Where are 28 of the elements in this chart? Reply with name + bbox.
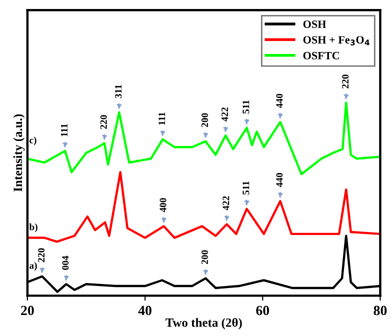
annotation: 311 [115,84,122,98]
annotation: b) [29,223,38,232]
annotation: 422 [221,107,228,122]
annotation: 511 [242,100,250,114]
x-tick-label: 60 [256,306,270,316]
legend-label: OSH [303,20,326,28]
annotation: 220 [342,74,349,88]
x-tick-label: 80 [374,306,387,316]
annotation: 440 [276,173,283,188]
legend-label: OSH + Fe$_{3}$O$_{4}$ [303,36,370,46]
x-axis-title: Two theta (2θ) [165,318,242,330]
annotation: 511 [242,181,250,195]
annotation: c) [30,136,36,146]
annotation: 440 [276,94,283,108]
x-tick-label: 40 [138,306,152,316]
x-tick-label: 20 [21,306,34,316]
annotation: 111 [60,124,68,136]
legend-label: OSFTC [303,52,339,60]
annotation: 004 [62,256,69,270]
annotation: 111 [158,112,166,125]
annotation: 220 [100,115,107,129]
annotation: a) [30,262,37,271]
annotation: 400 [160,198,166,212]
annotation: 422 [222,196,230,210]
annotation: 200 [201,113,208,128]
y-axis-title: Intensity (a.u.) [13,114,25,192]
annotation: 220 [38,248,45,262]
annotation: 200 [201,250,208,264]
